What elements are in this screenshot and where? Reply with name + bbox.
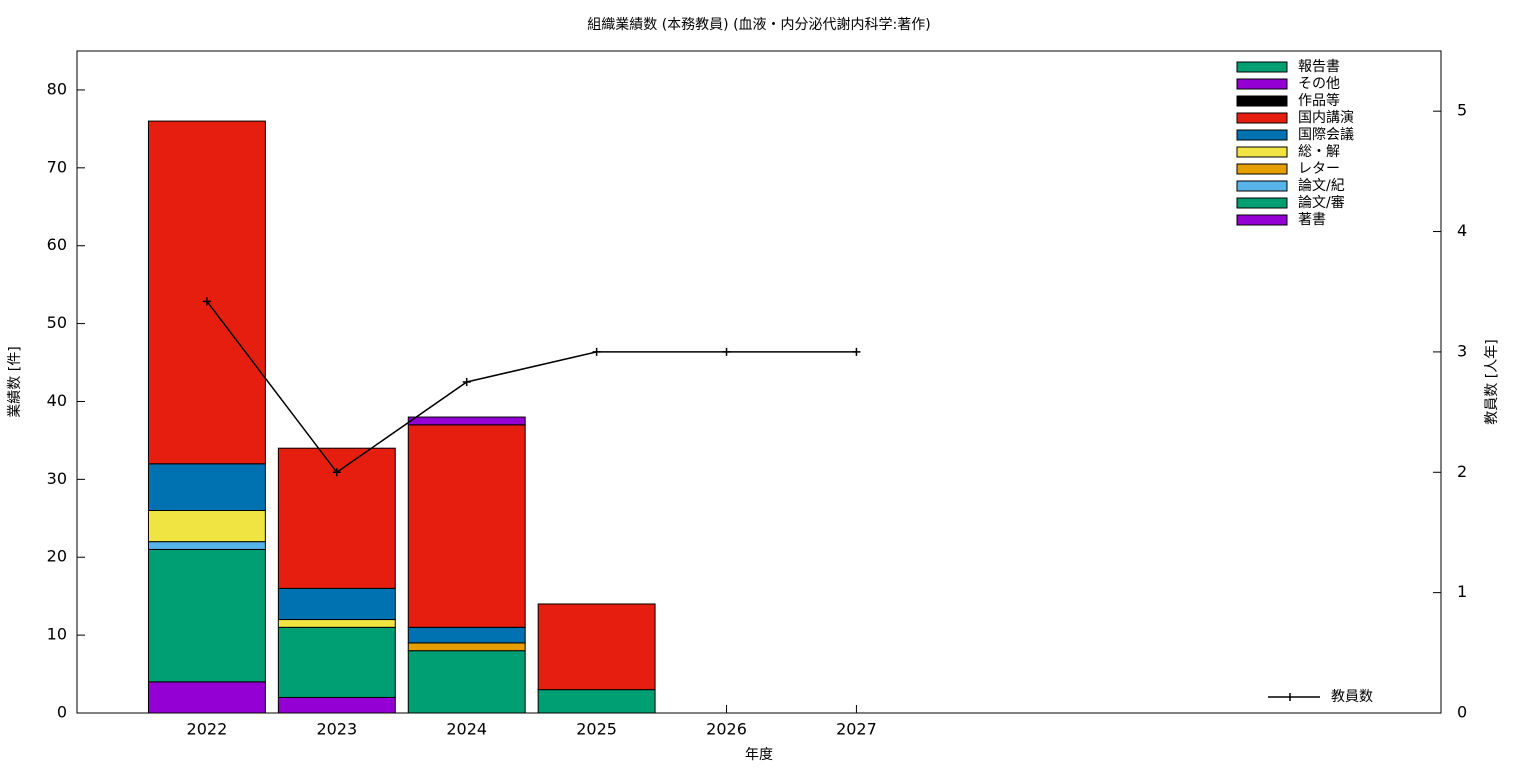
legend-swatch bbox=[1236, 95, 1288, 107]
legend-swatch bbox=[1236, 129, 1288, 141]
y-tick-label: 70 bbox=[47, 157, 67, 176]
bar-segment bbox=[147, 510, 266, 543]
bar-segment bbox=[407, 416, 526, 426]
y-tick-label: 50 bbox=[47, 313, 67, 332]
x-tick-label: 2025 bbox=[576, 720, 617, 739]
chart-title: 組織業績数 (本務教員) (血液・内分泌代謝内科学:著作) bbox=[587, 17, 930, 33]
y-tick-label: 10 bbox=[47, 625, 67, 644]
y-tick-label: 80 bbox=[47, 79, 67, 98]
bar-segment bbox=[407, 626, 526, 644]
bar-segment bbox=[407, 424, 526, 628]
line-marker bbox=[722, 347, 731, 356]
legend-swatch bbox=[1236, 214, 1288, 226]
bar-segment bbox=[147, 681, 266, 714]
legend-label: 論文/紀 bbox=[1298, 178, 1345, 194]
line-marker bbox=[852, 347, 861, 356]
legend-swatch bbox=[1236, 112, 1288, 124]
x-tick-label: 2027 bbox=[836, 720, 877, 739]
legend-label: 論文/審 bbox=[1298, 195, 1345, 211]
y-axis-label: 業績数 [件] bbox=[7, 346, 23, 417]
legend-label: 総・解 bbox=[1298, 144, 1340, 160]
bar-segment bbox=[147, 120, 266, 465]
line-marker bbox=[592, 347, 601, 356]
bar-segment bbox=[147, 541, 266, 550]
line-marker bbox=[332, 468, 341, 477]
x-tick-label: 2022 bbox=[187, 720, 228, 739]
bar-segment bbox=[277, 619, 396, 628]
legend-swatch bbox=[1236, 197, 1288, 209]
bar-segment bbox=[537, 603, 656, 691]
x-tick-label: 2024 bbox=[446, 720, 487, 739]
bar-segment bbox=[277, 587, 396, 621]
bar-segment bbox=[147, 548, 266, 683]
y-tick-label: 0 bbox=[57, 703, 67, 722]
bar-segment bbox=[537, 689, 656, 714]
legend-label: 著書 bbox=[1298, 212, 1326, 228]
y2-tick-label: 5 bbox=[1457, 101, 1467, 120]
legend-swatch bbox=[1236, 61, 1288, 73]
legend-swatch bbox=[1236, 78, 1288, 90]
x-tick-label: 2026 bbox=[706, 720, 747, 739]
x-tick-label: 2023 bbox=[316, 720, 357, 739]
line-marker bbox=[462, 378, 471, 386]
bar-segment bbox=[407, 642, 526, 652]
legend-label: その他 bbox=[1298, 76, 1340, 92]
legend-label: 国際会議 bbox=[1298, 126, 1354, 143]
y-tick-label: 30 bbox=[47, 469, 67, 488]
y-tick-label: 40 bbox=[47, 391, 67, 410]
plot-frame bbox=[76, 50, 1442, 714]
y2-tick-label: 3 bbox=[1457, 341, 1467, 360]
bar-segment bbox=[147, 463, 266, 512]
y2-tick-label: 4 bbox=[1457, 221, 1467, 240]
y2-tick-label: 2 bbox=[1457, 462, 1467, 481]
line bbox=[206, 300, 857, 474]
legend-label: 国内講演 bbox=[1298, 110, 1354, 126]
bar-segment bbox=[407, 650, 526, 714]
y-tick-label: 20 bbox=[47, 547, 67, 566]
bar-segment bbox=[277, 626, 396, 698]
y2-tick-label: 1 bbox=[1457, 582, 1467, 601]
legend-label: 報告書 bbox=[1298, 59, 1340, 75]
y2-axis-label: 教員数 [人年] bbox=[1484, 339, 1500, 424]
legend-swatch bbox=[1236, 146, 1288, 158]
legend-label: 教員数 bbox=[1331, 689, 1373, 705]
legend-swatch bbox=[1236, 163, 1288, 175]
y-tick-label: 60 bbox=[47, 235, 67, 254]
bar-segment bbox=[277, 696, 396, 714]
y2-tick-label: 0 bbox=[1457, 703, 1467, 722]
legend-label: レター bbox=[1298, 161, 1340, 177]
legend-swatch bbox=[1236, 180, 1288, 192]
legend-label: 作品等 bbox=[1298, 92, 1340, 109]
line-marker bbox=[202, 297, 211, 306]
x-axis-label: 年度 bbox=[745, 747, 773, 763]
